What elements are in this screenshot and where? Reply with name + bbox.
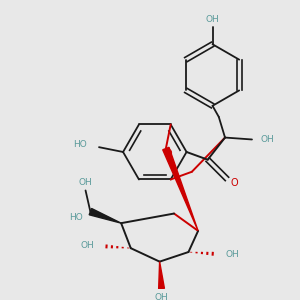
Text: O: O — [165, 149, 172, 159]
Polygon shape — [159, 262, 164, 289]
Text: OH: OH — [155, 293, 168, 300]
Text: OH: OH — [80, 241, 94, 250]
Text: HO: HO — [73, 140, 86, 149]
Polygon shape — [89, 208, 121, 223]
Text: HO: HO — [69, 213, 83, 222]
Text: OH: OH — [225, 250, 239, 260]
Text: OH: OH — [261, 135, 274, 144]
Text: O: O — [231, 178, 239, 188]
Text: OH: OH — [206, 15, 219, 24]
Text: OH: OH — [79, 178, 92, 187]
Polygon shape — [163, 147, 198, 231]
